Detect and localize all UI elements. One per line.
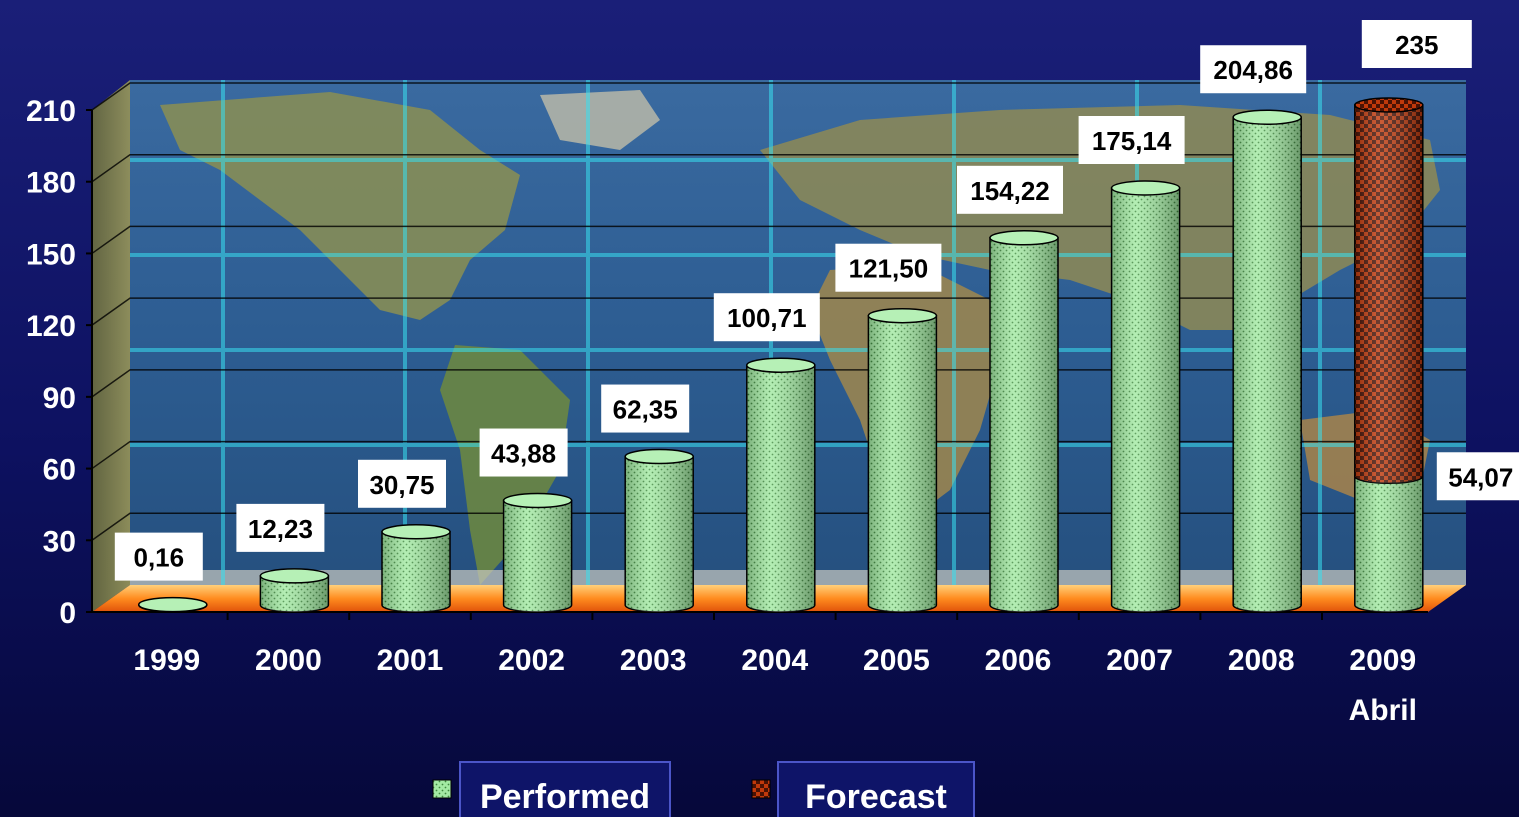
legend-label-performed: Performed bbox=[480, 778, 650, 816]
data-label-2005: 121,50 bbox=[835, 244, 941, 292]
x-tick-label: 2000 bbox=[255, 644, 322, 677]
x-tick-label: 2004 bbox=[741, 644, 808, 677]
x-tick-label: 2006 bbox=[985, 644, 1052, 677]
data-label-2007: 175,14 bbox=[1079, 116, 1185, 164]
legend-swatch-performed bbox=[433, 780, 451, 798]
data-label-2002: 43,88 bbox=[480, 429, 568, 477]
legend-swatch-forecast bbox=[752, 780, 770, 798]
side-wall bbox=[92, 80, 130, 612]
y-axis-ticks: 0 30 60 90 120 150 180 210 bbox=[26, 95, 92, 630]
svg-text:30,75: 30,75 bbox=[369, 470, 434, 500]
svg-text:100,71: 100,71 bbox=[727, 303, 807, 333]
bar-performed-2008 bbox=[1233, 117, 1301, 612]
bar-forecast-2009 bbox=[1355, 105, 1423, 483]
bar-performed-2007 bbox=[1112, 188, 1180, 612]
data-label-2000: 12,23 bbox=[236, 504, 324, 552]
x-tick-label: 2009 bbox=[1349, 644, 1416, 677]
bar-top-performed-2004 bbox=[747, 358, 815, 372]
svg-text:204,86: 204,86 bbox=[1213, 55, 1293, 85]
bar-top-performed-2006 bbox=[990, 231, 1058, 245]
svg-text:12,23: 12,23 bbox=[248, 514, 313, 544]
y-tick-label: 90 bbox=[43, 382, 76, 415]
x-tick-label: 2005 bbox=[863, 644, 930, 677]
svg-text:62,35: 62,35 bbox=[613, 395, 678, 425]
x-tick-label: 2008 bbox=[1228, 644, 1295, 677]
data-label-2001: 30,75 bbox=[358, 460, 446, 508]
y-tick-label: 210 bbox=[26, 95, 76, 128]
legend: Performed Forecast bbox=[433, 762, 974, 817]
bar-top-performed-2002 bbox=[504, 494, 572, 508]
bar-performed-2009 bbox=[1355, 476, 1423, 612]
bar-top-performed-2008 bbox=[1233, 110, 1301, 124]
data-label-2008: 204,86 bbox=[1200, 45, 1306, 93]
data-label-2004: 100,71 bbox=[714, 293, 820, 341]
bar-performed-2004 bbox=[747, 365, 815, 612]
y-tick-label: 180 bbox=[26, 167, 76, 200]
y-tick-label: 30 bbox=[43, 525, 76, 558]
x-tick-sublabel: Abril bbox=[1349, 694, 1417, 727]
data-label-1999: 0,16 bbox=[115, 533, 203, 581]
bar-performed-2006 bbox=[990, 238, 1058, 612]
x-tick-label: 2001 bbox=[377, 644, 444, 677]
svg-text:154,22: 154,22 bbox=[970, 176, 1050, 206]
x-tick-label: 2003 bbox=[620, 644, 687, 677]
bar-top-performed-2003 bbox=[625, 450, 693, 464]
svg-text:175,14: 175,14 bbox=[1092, 126, 1172, 156]
svg-text:43,88: 43,88 bbox=[491, 439, 556, 469]
x-tick-label: 2002 bbox=[498, 644, 565, 677]
svg-text:121,50: 121,50 bbox=[849, 254, 929, 284]
bar-top-performed-2007 bbox=[1112, 181, 1180, 195]
data-label-2009: 54,07 bbox=[1437, 452, 1519, 500]
data-label-2003: 62,35 bbox=[601, 385, 689, 433]
data-label-2006: 154,22 bbox=[957, 166, 1063, 214]
bar-performed-2002 bbox=[504, 501, 572, 612]
y-tick-label: 0 bbox=[59, 597, 76, 630]
bar-top-performed-2001 bbox=[382, 525, 450, 539]
legend-label-forecast: Forecast bbox=[805, 778, 947, 816]
svg-text:54,07: 54,07 bbox=[1448, 462, 1513, 492]
bar-top-forecast-2009 bbox=[1355, 98, 1423, 112]
bar-performed-2003 bbox=[625, 457, 693, 612]
x-axis-ticks: 1999 2000 2001 2002 2003 2004 2005 2006 2007 2008… bbox=[133, 612, 1417, 727]
bar-top-performed-2005 bbox=[868, 309, 936, 323]
bar-top-performed-1999 bbox=[139, 598, 207, 612]
y-tick-label: 120 bbox=[26, 310, 76, 343]
svg-text:0,16: 0,16 bbox=[133, 543, 184, 573]
y-tick-label: 150 bbox=[26, 238, 76, 271]
x-tick-label: 2007 bbox=[1106, 644, 1173, 677]
y-tick-label: 60 bbox=[43, 454, 76, 487]
x-tick-label: 1999 bbox=[133, 644, 200, 677]
svg-text:235: 235 bbox=[1395, 30, 1438, 60]
bar-top-performed-2000 bbox=[260, 569, 328, 583]
data-label-forecast-2009: 235 bbox=[1362, 20, 1472, 68]
bar-performed-2005 bbox=[868, 316, 936, 612]
bar-performed-2001 bbox=[382, 532, 450, 612]
